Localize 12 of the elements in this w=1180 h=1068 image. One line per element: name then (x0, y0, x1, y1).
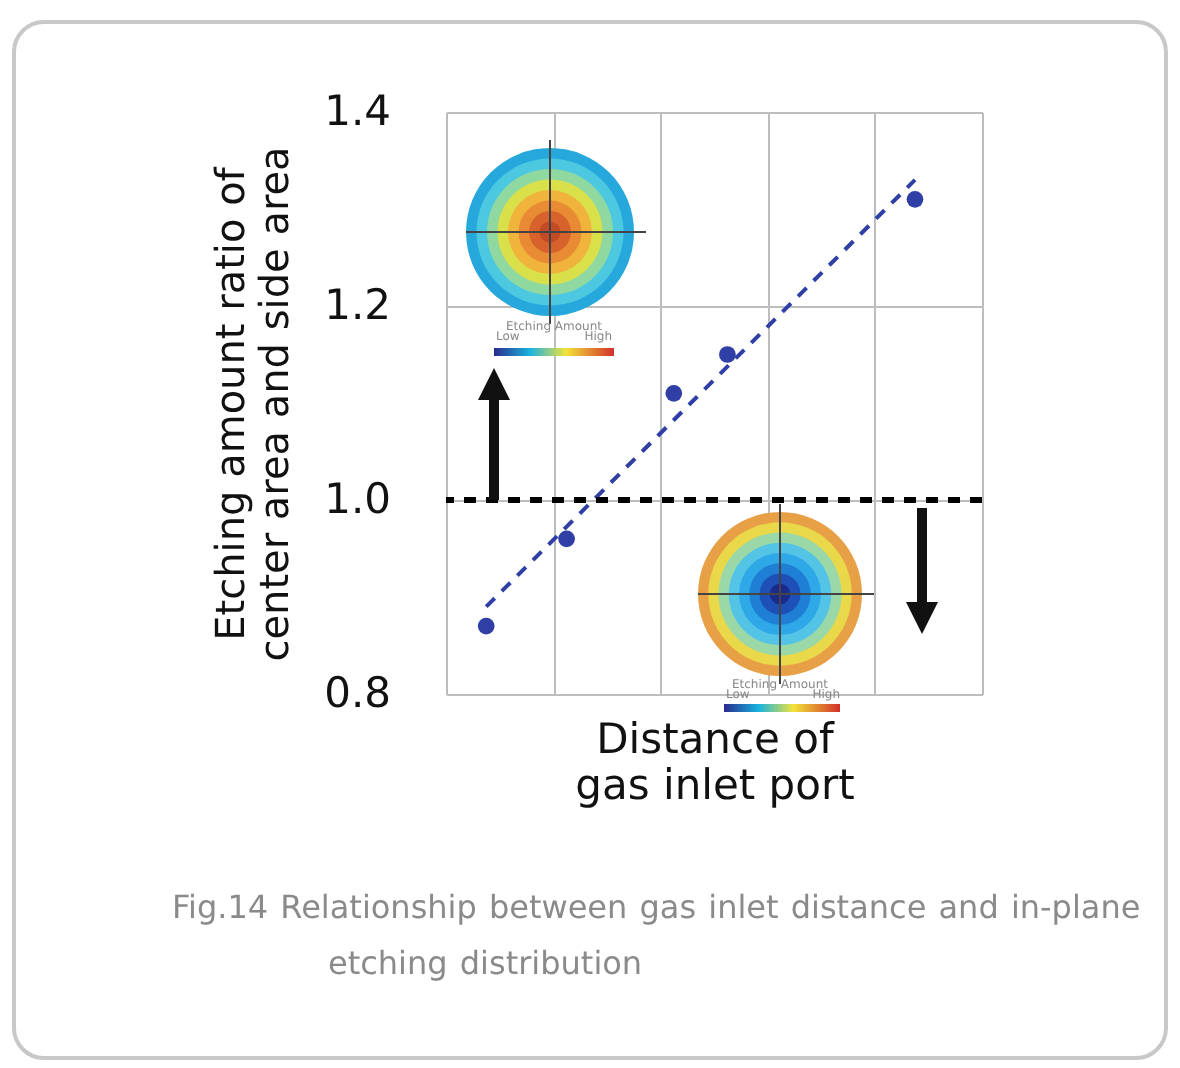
x-axis-title: Distance of gas inlet port (575, 715, 855, 809)
point (719, 346, 736, 363)
point (477, 617, 495, 635)
point (558, 530, 575, 548)
point (906, 190, 924, 208)
y-tick-label: 1.2 (324, 281, 391, 329)
y-tick-label: 1.4 (324, 87, 391, 135)
point (665, 384, 683, 402)
y-tick-label: 0.8 (324, 669, 391, 717)
caption: Fig.14 Relationship between gas inlet distance and in-plane etching distribution (172, 886, 1143, 986)
y-axis-title: Etching amount ratio of center area and side area (206, 146, 299, 662)
y-tick-label: 1.0 (324, 475, 391, 523)
